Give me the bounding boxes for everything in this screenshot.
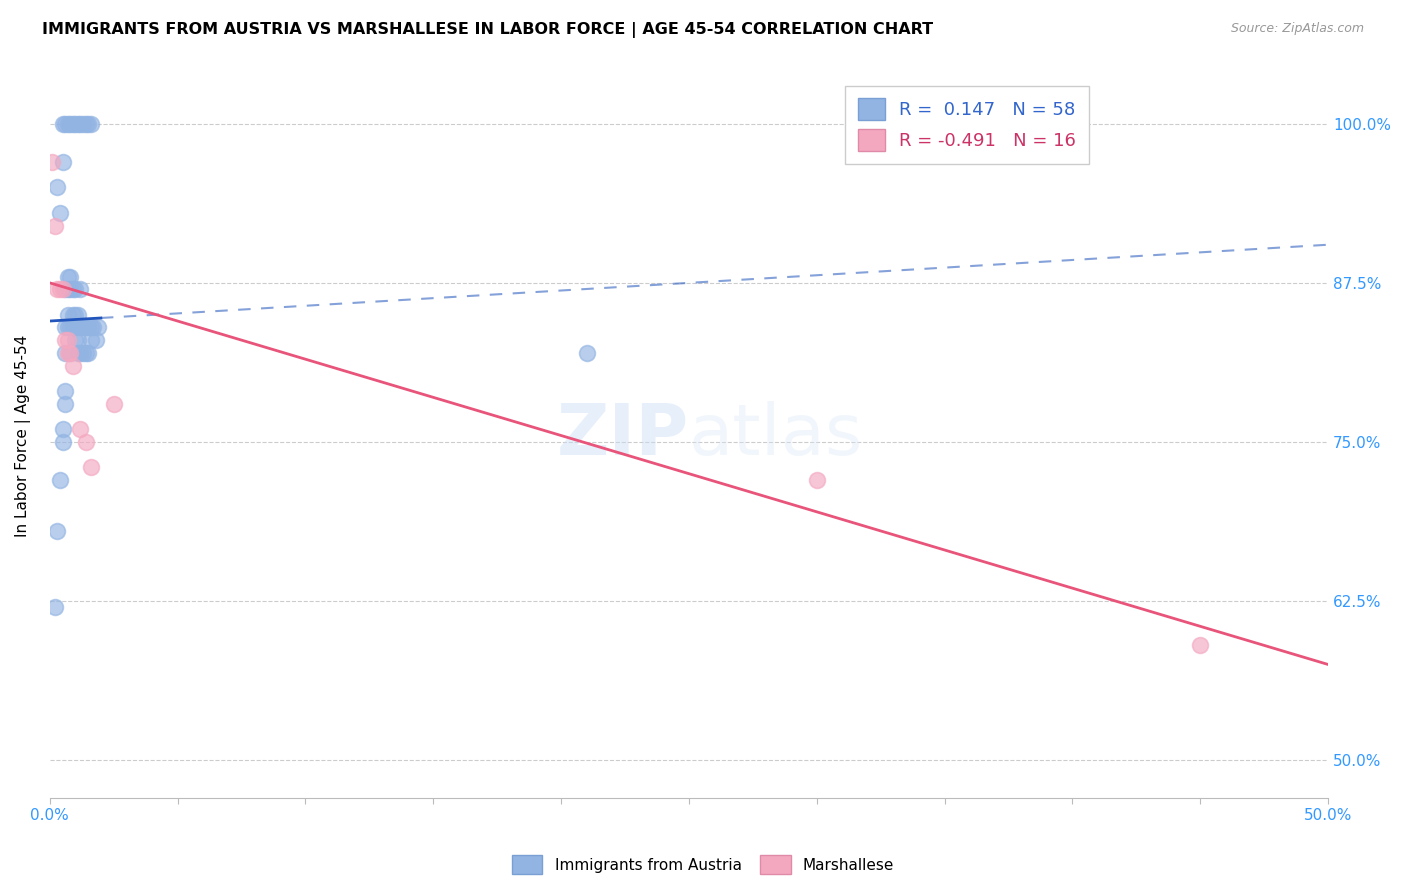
- Point: [72, 320, 94, 334]
- Point: [79, 460, 101, 475]
- Point: [62, 359, 84, 373]
- Point: [51, 155, 73, 169]
- Point: [53, 333, 76, 347]
- Point: [75, 117, 97, 131]
- Point: [44, 219, 66, 233]
- Point: [56, 308, 79, 322]
- Point: [62, 282, 84, 296]
- Point: [69, 320, 91, 334]
- Point: [53, 282, 76, 296]
- Point: [66, 346, 89, 360]
- Text: ZIP: ZIP: [557, 401, 689, 470]
- Point: [65, 320, 87, 334]
- Point: [49, 473, 72, 487]
- Point: [62, 117, 84, 131]
- Point: [65, 117, 87, 131]
- Point: [77, 320, 100, 334]
- Point: [66, 117, 89, 131]
- Point: [59, 320, 82, 334]
- Legend: Immigrants from Austria, Marshallese: Immigrants from Austria, Marshallese: [506, 849, 900, 880]
- Point: [59, 282, 82, 296]
- Point: [59, 269, 82, 284]
- Text: Source: ZipAtlas.com: Source: ZipAtlas.com: [1230, 22, 1364, 36]
- Point: [65, 282, 87, 296]
- Point: [53, 117, 76, 131]
- Point: [53, 320, 76, 334]
- Point: [575, 346, 598, 360]
- Point: [49, 282, 72, 296]
- Point: [51, 434, 73, 449]
- Point: [69, 282, 91, 296]
- Point: [806, 473, 828, 487]
- Point: [65, 308, 87, 322]
- Point: [69, 422, 91, 436]
- Point: [75, 346, 97, 360]
- Point: [59, 346, 82, 360]
- Point: [75, 320, 97, 334]
- Point: [79, 320, 101, 334]
- Point: [46, 180, 69, 194]
- Point: [69, 117, 91, 131]
- Point: [87, 320, 110, 334]
- Point: [41, 155, 63, 169]
- Point: [72, 346, 94, 360]
- Point: [56, 282, 79, 296]
- Point: [79, 333, 101, 347]
- Point: [56, 320, 79, 334]
- Y-axis label: In Labor Force | Age 45-54: In Labor Force | Age 45-54: [15, 334, 31, 537]
- Point: [79, 117, 101, 131]
- Point: [51, 422, 73, 436]
- Point: [46, 524, 69, 538]
- Point: [56, 333, 79, 347]
- Point: [53, 346, 76, 360]
- Point: [62, 308, 84, 322]
- Text: IMMIGRANTS FROM AUSTRIA VS MARSHALLESE IN LABOR FORCE | AGE 45-54 CORRELATION CH: IMMIGRANTS FROM AUSTRIA VS MARSHALLESE I…: [42, 22, 934, 38]
- Point: [49, 206, 72, 220]
- Text: atlas: atlas: [689, 401, 863, 470]
- Point: [77, 346, 100, 360]
- Point: [66, 308, 89, 322]
- Point: [1189, 639, 1212, 653]
- Point: [53, 384, 76, 398]
- Point: [53, 397, 76, 411]
- Point: [56, 117, 79, 131]
- Point: [84, 333, 107, 347]
- Point: [65, 333, 87, 347]
- Point: [72, 117, 94, 131]
- Point: [66, 333, 89, 347]
- Point: [69, 346, 91, 360]
- Point: [77, 117, 100, 131]
- Point: [75, 434, 97, 449]
- Point: [51, 282, 73, 296]
- Point: [56, 346, 79, 360]
- Point: [62, 320, 84, 334]
- Point: [51, 117, 73, 131]
- Point: [103, 397, 125, 411]
- Point: [46, 282, 69, 296]
- Legend: R =  0.147   N = 58, R = -0.491   N = 16: R = 0.147 N = 58, R = -0.491 N = 16: [845, 86, 1090, 164]
- Point: [59, 346, 82, 360]
- Point: [59, 117, 82, 131]
- Point: [56, 269, 79, 284]
- Point: [44, 600, 66, 615]
- Point: [82, 320, 104, 334]
